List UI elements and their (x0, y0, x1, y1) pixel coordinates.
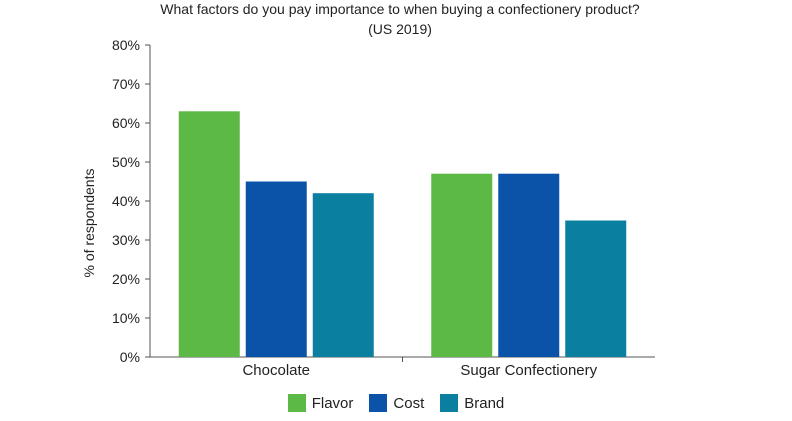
legend-label: Brand (464, 394, 505, 412)
bar-cost-0 (245, 181, 307, 357)
chart-title: What factors do you pay importance to wh… (160, 1, 640, 17)
bar-brand-1 (565, 220, 627, 357)
bar-cost-1 (498, 173, 560, 357)
bar-flavor-0 (178, 111, 240, 357)
legend-item-flavor: Flavor (287, 394, 354, 412)
bar-flavor-1 (431, 173, 493, 357)
legend-swatch (287, 394, 306, 412)
x-tick-label: Chocolate (242, 362, 310, 379)
y-tick-label: 80% (112, 37, 140, 53)
y-tick-label: 30% (112, 232, 140, 248)
y-tick-label: 40% (112, 193, 140, 209)
legend-swatch (369, 394, 388, 412)
y-tick-label: 70% (112, 76, 140, 92)
x-tick-label: Sugar Confectionery (460, 362, 597, 379)
legend-item-brand: Brand (440, 394, 504, 412)
legend-swatch (440, 394, 459, 412)
bars (178, 111, 627, 357)
y-tick-label: 0% (120, 349, 140, 365)
legend-label: Cost (393, 394, 425, 412)
bar-chart: What factors do you pay importance to wh… (81, 1, 655, 379)
y-tick-label: 50% (112, 154, 140, 170)
bar-brand-0 (312, 193, 374, 357)
axes: 0% 10% 20% 30% 40% 50% 60% 70% 80% Chocolate Sugar… (112, 37, 655, 379)
legend-item-cost: Cost (369, 394, 424, 412)
y-axis-label: % of respondents (81, 169, 97, 278)
chart-subtitle: (US 2019) (368, 21, 432, 37)
legend: Flavor Cost Brand (0, 394, 792, 412)
legend-label: Flavor (311, 394, 354, 412)
y-tick-label: 10% (112, 310, 140, 326)
y-tick-label: 20% (112, 271, 140, 287)
y-tick-label: 60% (112, 115, 140, 131)
